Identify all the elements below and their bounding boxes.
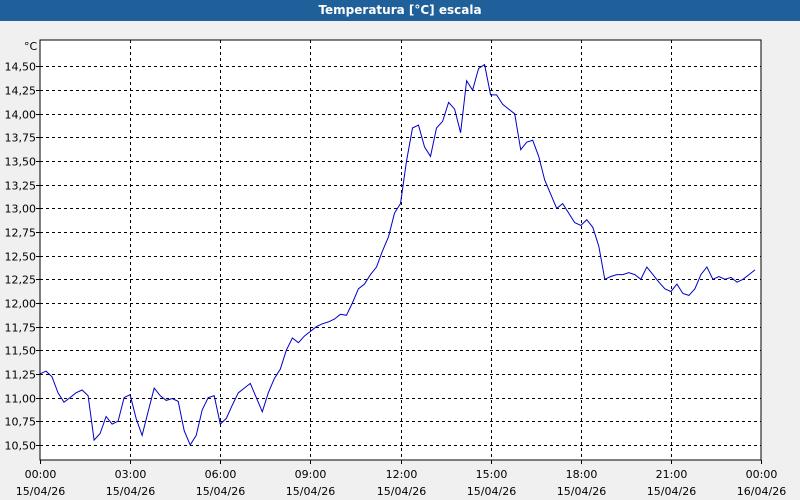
- chart-title: Temperatura [°C] escala: [0, 0, 800, 21]
- x-tick-date: 15/04/26: [106, 485, 155, 498]
- x-tick-time: 00:00: [746, 468, 778, 481]
- x-tick-date: 15/04/26: [467, 485, 516, 498]
- x-tick-time: 18:00: [566, 468, 598, 481]
- x-tick-date: 15/04/26: [647, 485, 696, 498]
- y-tick-label: 10,50: [5, 440, 37, 453]
- x-tick-date: 15/04/26: [557, 485, 606, 498]
- x-tick-time: 12:00: [386, 468, 418, 481]
- y-tick-label: 11,75: [5, 322, 37, 335]
- x-tick-date: 15/04/26: [286, 485, 335, 498]
- y-tick-label: 11,00: [5, 393, 37, 406]
- x-tick-time: 03:00: [115, 468, 147, 481]
- x-tick-time: 21:00: [656, 468, 688, 481]
- y-tick-label: 11,25: [5, 369, 37, 382]
- y-tick-label: 13,25: [5, 180, 37, 193]
- x-tick-date: 16/04/26: [737, 485, 786, 498]
- y-tick-label: 11,50: [5, 345, 37, 358]
- y-tick-label: 10,75: [5, 416, 37, 429]
- x-tick-date: 15/04/26: [377, 485, 426, 498]
- x-tick-time: 06:00: [205, 468, 237, 481]
- x-tick-time: 15:00: [476, 468, 508, 481]
- x-tick-date: 15/04/26: [196, 485, 245, 498]
- y-tick-label: 14,50: [5, 61, 37, 74]
- y-tick-label: 12,50: [5, 251, 37, 264]
- y-tick-label: 12,00: [5, 298, 37, 311]
- plot-area: [39, 39, 762, 461]
- temperature-series-line: [39, 63, 756, 446]
- y-tick-label: 13,75: [5, 132, 37, 145]
- y-unit-label: °C: [24, 40, 38, 53]
- y-tick-label: 14,25: [5, 85, 37, 98]
- y-tick-label: 12,75: [5, 227, 37, 240]
- x-tick-date: 15/04/26: [16, 485, 65, 498]
- x-tick-time: 00:00: [25, 468, 57, 481]
- y-tick-label: 13,50: [5, 156, 37, 169]
- y-tick-label: 14,00: [5, 109, 37, 122]
- y-tick-label: 13,00: [5, 203, 37, 216]
- x-tick-time: 09:00: [295, 468, 327, 481]
- y-tick-label: 12,25: [5, 274, 37, 287]
